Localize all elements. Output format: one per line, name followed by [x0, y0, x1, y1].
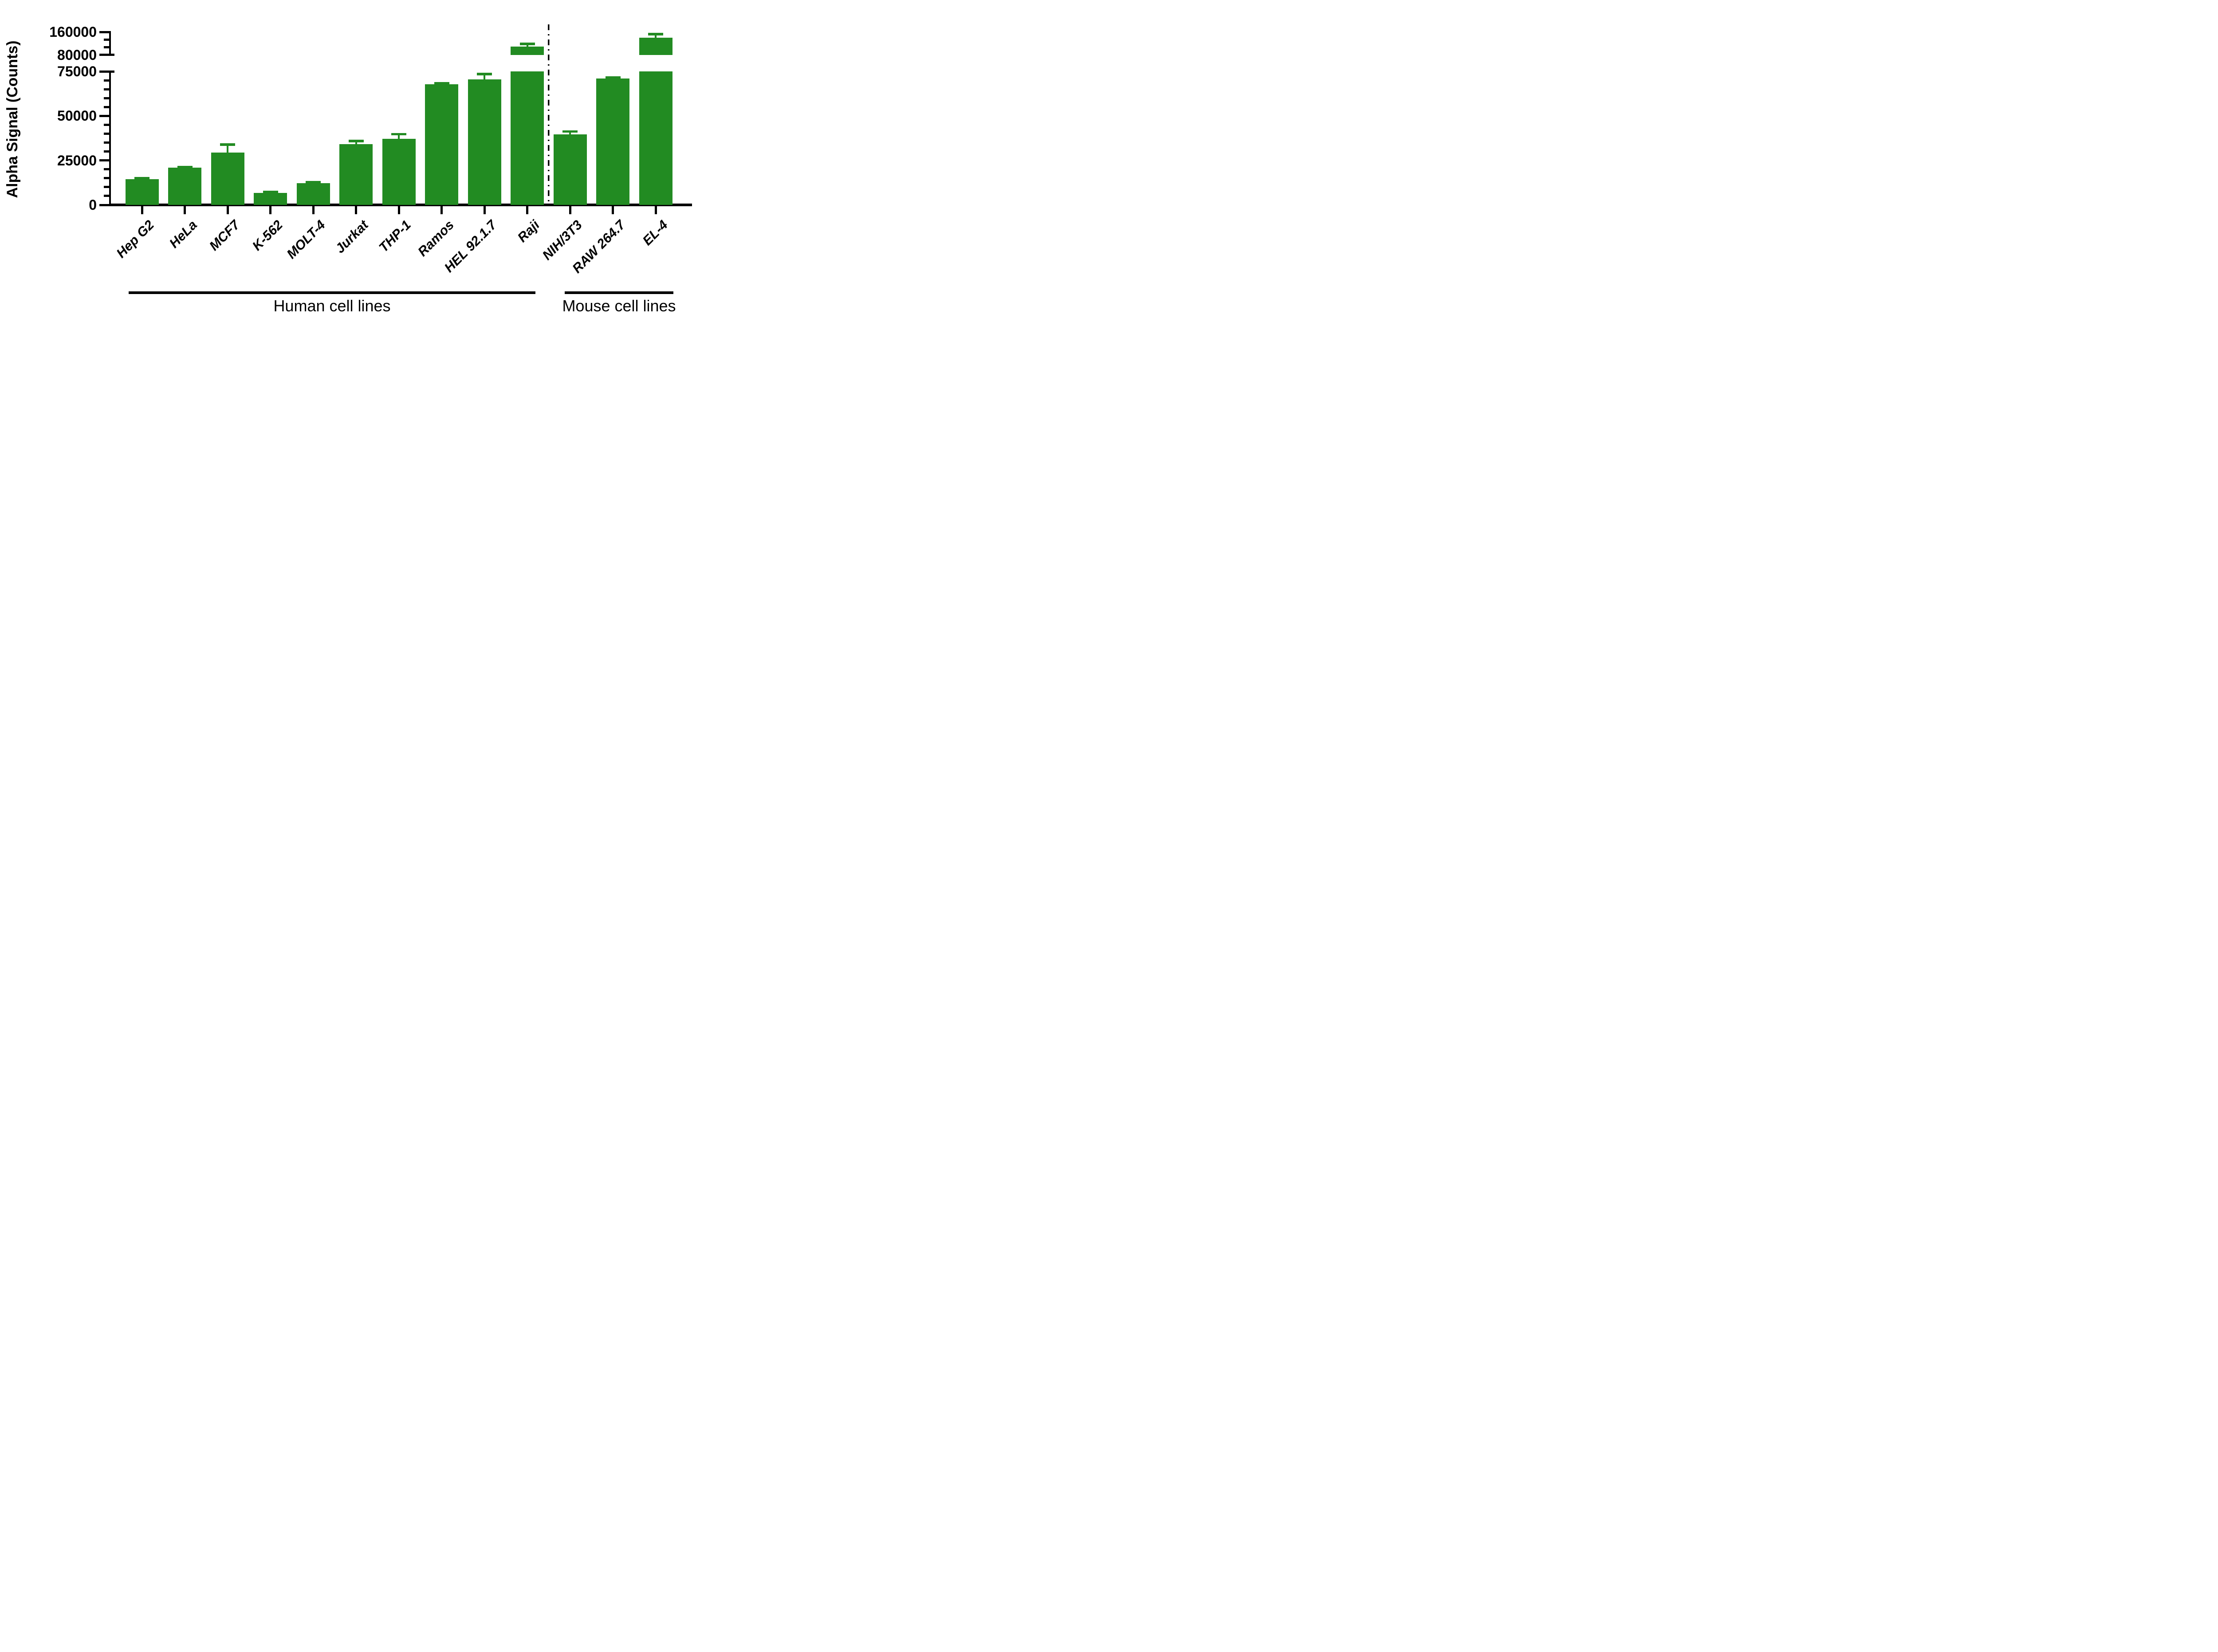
group-label: Mouse cell lines [562, 297, 676, 315]
bar-chart: Alpha Signal (Counts) 0 25000 50000 75000 80… [0, 0, 697, 330]
error-bar-cap [391, 133, 406, 136]
x-tick [569, 206, 571, 214]
y-minor-tick [104, 177, 111, 180]
error-bar-cap [605, 76, 621, 79]
bar [125, 179, 159, 205]
bar [339, 144, 373, 205]
error-bar-cap [263, 191, 278, 193]
y-major-tick [99, 31, 111, 33]
y-minor-tick [104, 79, 111, 82]
group-underline [129, 291, 535, 294]
error-bar-cap [562, 130, 578, 133]
error-bar-stem [227, 144, 228, 153]
error-bar-stem [655, 34, 657, 38]
x-tick [355, 206, 357, 214]
group-separator-line [548, 24, 550, 205]
y-tick-label: 0 [89, 197, 97, 213]
y-minor-tick [104, 123, 111, 126]
x-axis-line [109, 204, 692, 206]
y-minor-tick [104, 150, 111, 153]
bar-segment-upper [639, 37, 672, 55]
error-bar-cap [134, 177, 149, 180]
y-major-tick [99, 159, 111, 162]
y-minor-tick [104, 141, 111, 144]
y-minor-tick [104, 106, 111, 108]
error-bar-stem [398, 134, 400, 139]
error-bar-cap [648, 33, 663, 35]
y-tick-label: 75000 [57, 63, 97, 79]
x-tick [654, 206, 657, 214]
bar [425, 84, 458, 205]
bar [468, 79, 501, 205]
error-bar-stem [484, 74, 485, 79]
bar-segment-lower [511, 71, 544, 205]
bar [382, 138, 416, 205]
x-tick [397, 206, 400, 214]
x-tick [612, 206, 614, 214]
bar [596, 78, 629, 205]
y-tick-label: 50000 [57, 108, 97, 124]
x-tick [526, 206, 528, 214]
error-bar-cap [519, 43, 535, 45]
y-major-tick [99, 54, 114, 56]
y-tick-label: 160000 [49, 24, 97, 40]
y-minor-tick [104, 186, 111, 188]
y-major-tick [99, 204, 111, 206]
y-tick-label: 80000 [57, 47, 97, 63]
y-tick-label: 25000 [57, 152, 97, 169]
y-minor-tick [104, 97, 111, 99]
group-label: Human cell lines [273, 297, 391, 315]
error-bar-cap [306, 181, 321, 184]
x-tick [141, 206, 143, 214]
y-minor-tick [104, 88, 111, 90]
bar [296, 183, 330, 205]
y-axis-line-lower [109, 70, 111, 206]
y-minor-tick [104, 132, 111, 135]
y-minor-tick [104, 168, 111, 171]
y-axis-line-upper [109, 31, 111, 56]
bar-segment-lower [639, 71, 672, 205]
group-underline [565, 291, 673, 294]
bar [553, 134, 587, 205]
bar [254, 192, 287, 205]
x-tick [312, 206, 315, 214]
x-tick [269, 206, 271, 214]
x-tick [184, 206, 186, 214]
bar [168, 167, 201, 205]
error-bar-cap [220, 143, 235, 146]
error-bar-stem [569, 131, 571, 134]
error-bar-cap [477, 73, 492, 75]
y-major-tick [99, 114, 111, 117]
error-bar-cap [177, 165, 193, 169]
x-tick [483, 206, 486, 214]
error-bar-stem [355, 141, 357, 145]
y-minor-tick [104, 46, 111, 49]
y-minor-tick [104, 195, 111, 197]
error-bar-cap [348, 140, 364, 142]
bar [211, 153, 244, 205]
bar-segment-upper [511, 47, 544, 55]
y-major-tick [99, 70, 114, 73]
error-bar-cap [434, 82, 449, 85]
x-tick [440, 206, 443, 214]
y-minor-tick [104, 39, 111, 41]
x-tick [226, 206, 229, 214]
error-bar-stem [526, 44, 528, 47]
